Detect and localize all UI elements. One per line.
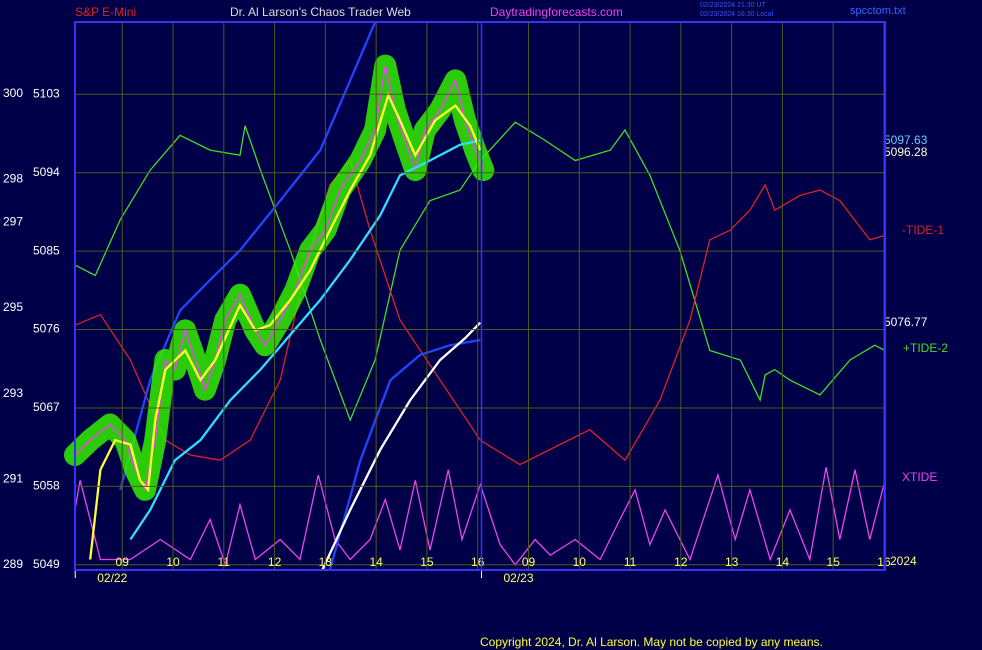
series-line xyxy=(89,91,482,560)
x-tick-label: 12 xyxy=(268,555,282,569)
x-tick-label: 13 xyxy=(319,555,333,569)
series-line xyxy=(74,159,886,466)
timestamp: 02/23/2024 16:30 Local xyxy=(700,11,774,18)
y2-tick-label: 295 xyxy=(3,300,23,314)
series-line xyxy=(74,467,886,568)
symbol: S&P E-Mini xyxy=(75,5,136,19)
x-tick-label: 10 xyxy=(166,555,180,569)
x-tick-label: 16 xyxy=(471,555,485,569)
y2-tick-label: 289 xyxy=(3,557,23,571)
website: Daytradingforecasts.com xyxy=(490,5,623,19)
end-label: 5096.28 xyxy=(884,145,928,159)
series-line xyxy=(321,321,482,571)
end-label: 5076.77 xyxy=(884,315,928,329)
series-line xyxy=(328,338,481,571)
x-tick-label: 12 xyxy=(674,555,688,569)
date-label: 02/23 xyxy=(503,571,533,585)
series-line xyxy=(129,139,481,541)
x-tick-label: 14 xyxy=(776,555,790,569)
copyright: Copyright 2024, Dr. Al Larson. May not b… xyxy=(480,635,823,649)
x-tick-label: 15 xyxy=(420,555,434,569)
x-tick-label: 09 xyxy=(116,555,130,569)
x-tick-label: 15 xyxy=(827,555,841,569)
y-tick-label: 5049 xyxy=(33,557,60,571)
y2-tick-label: 300 xyxy=(3,86,23,100)
y-tick-label: 5076 xyxy=(33,322,60,336)
date-label: 02/22 xyxy=(97,571,127,585)
filename: spcctom.txt xyxy=(850,5,906,17)
x-tick-label: 11 xyxy=(218,555,231,569)
y2-tick-label: 293 xyxy=(3,386,23,400)
y-tick-label: 5067 xyxy=(33,400,60,414)
series-label: XTIDE xyxy=(902,470,937,484)
y2-tick-label: 297 xyxy=(3,215,23,229)
timestamp: 02/23/2024 21:30 UT xyxy=(700,2,766,9)
y-tick-label: 5094 xyxy=(33,165,60,179)
series-line xyxy=(74,121,886,422)
series-label: -TIDE-1 xyxy=(902,223,944,237)
y-tick-label: 5103 xyxy=(33,86,60,100)
x-tick-label: 09 xyxy=(522,555,536,569)
plot-frame xyxy=(74,21,886,571)
chart-title: Dr. Al Larson's Chaos Trader Web xyxy=(230,5,411,19)
series-label: +TIDE-2 xyxy=(903,341,948,355)
x-tick-label: 11 xyxy=(624,555,637,569)
y2-tick-label: 291 xyxy=(3,471,23,485)
x-tick-label: 10 xyxy=(573,555,587,569)
y-tick-label: 5058 xyxy=(33,479,60,493)
x-tick-label: 13 xyxy=(725,555,739,569)
end-label: 5097.63 xyxy=(884,133,928,147)
x-tick-label: 14 xyxy=(369,555,383,569)
y2-tick-label: 298 xyxy=(3,172,23,186)
y-tick-label: 5085 xyxy=(33,243,60,257)
year-label: 2024 xyxy=(890,554,917,568)
